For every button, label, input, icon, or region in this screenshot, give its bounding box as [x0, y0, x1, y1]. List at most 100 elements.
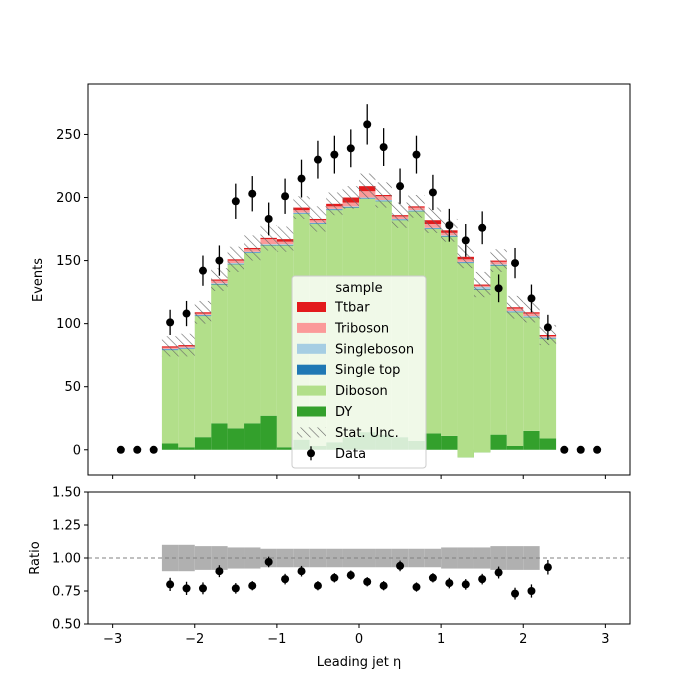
dy-bar	[211, 423, 228, 450]
diboson-bar	[244, 253, 261, 424]
dy-bar	[506, 445, 524, 450]
legend-swatch-stat-unc	[297, 427, 326, 438]
stat-unc-hatch	[408, 194, 425, 218]
ratio-point	[198, 584, 207, 593]
data-point	[231, 197, 240, 206]
stat-unc-hatch	[473, 271, 491, 298]
ratio-band-segment	[161, 544, 179, 572]
x-axis-ticks: −3 −2 −1 0 1 2 3	[103, 624, 610, 647]
data-point	[198, 266, 207, 275]
ratio-point	[478, 575, 487, 584]
diboson-bar	[211, 284, 228, 424]
diboson-bar	[194, 316, 212, 438]
diboson-bar	[490, 265, 507, 435]
stat-unc-hatch	[211, 268, 228, 291]
legend-swatch-triboson	[297, 322, 326, 333]
data-point	[313, 155, 322, 164]
ratio-point	[428, 573, 437, 582]
ratio-point	[248, 581, 257, 590]
x-tick-label: −3	[103, 632, 122, 647]
ratio-y-tick-label: 1.25	[52, 519, 81, 534]
legend-label-singleboson: Singleboson	[335, 342, 414, 357]
data-point	[281, 192, 290, 201]
data-point	[116, 445, 125, 454]
y-tick-label: 50	[64, 380, 81, 395]
legend-swatch-single-top	[297, 364, 326, 375]
diboson-bar	[161, 350, 179, 444]
x-tick-label: 2	[519, 632, 527, 647]
diboson-bar	[523, 317, 540, 431]
ratio-point	[363, 577, 372, 586]
data-point	[428, 188, 437, 197]
ratio-point	[264, 557, 273, 566]
legend-label-dy: DY	[335, 405, 352, 420]
data-point	[248, 189, 257, 198]
stat-unc-hatch	[424, 207, 442, 233]
diboson-bar	[276, 245, 294, 448]
data-point	[264, 214, 273, 223]
ratio-point	[511, 589, 520, 598]
y-axis-ticks: 0 50 100 150 200 250	[56, 128, 88, 458]
ratio-points	[166, 556, 552, 600]
diboson-bar	[178, 348, 195, 448]
dy-bar	[424, 433, 442, 450]
data-point	[396, 182, 405, 191]
ratio-y-tick-label: 0.50	[52, 618, 81, 633]
ratio-band-segment	[359, 548, 376, 568]
legend-label-data: Data	[335, 447, 366, 462]
ratio-point	[313, 581, 322, 590]
ratio-point	[182, 584, 191, 593]
y-axis-label: Events	[31, 258, 46, 302]
ratio-point	[412, 583, 421, 592]
stat-unc-hatch	[506, 295, 524, 319]
y-tick-label: 250	[56, 128, 81, 143]
y-tick-label: 100	[56, 317, 81, 332]
ratio-y-tick-label: 1.50	[52, 486, 81, 501]
ratio-band-segment	[441, 547, 458, 569]
stat-unc-hatch	[326, 192, 343, 216]
data-point	[297, 174, 306, 183]
ratio-y-axis-ticks: 0.50 0.75 1.00 1.25 1.50	[52, 486, 88, 633]
legend-swatch-ttbar	[297, 302, 326, 312]
dy-bar	[539, 438, 557, 450]
ratio-band-segment	[391, 548, 409, 568]
x-tick-label: 3	[601, 632, 609, 647]
stat-unc-hatch	[342, 186, 359, 209]
diboson-bar	[539, 338, 557, 439]
ratio-point	[396, 561, 405, 570]
legend-swatch-dy	[297, 406, 326, 417]
data-point	[346, 144, 355, 153]
diboson-bar	[473, 289, 491, 453]
data-point	[461, 236, 470, 245]
stat-unc-hatch	[293, 196, 310, 219]
x-axis-ticks-main	[112, 475, 606, 479]
dy-bar	[194, 437, 212, 450]
dy-bar	[441, 435, 458, 450]
data-point	[511, 259, 520, 268]
ratio-y-axis-label: Ratio	[28, 541, 43, 574]
ratio-point	[527, 587, 536, 595]
ratio-band-segment	[408, 548, 425, 568]
ratio-point	[297, 567, 306, 576]
legend-swatch-diboson	[297, 385, 326, 396]
ratio-point	[494, 568, 503, 577]
dy-bar	[490, 434, 507, 450]
ratio-point	[215, 567, 224, 576]
ratio-band-segment	[490, 546, 507, 570]
stat-unc-band	[161, 173, 557, 357]
legend-swatch-singleboson	[297, 343, 326, 354]
data-point	[133, 445, 142, 454]
ratio-point	[330, 573, 339, 582]
dy-bar	[260, 415, 277, 450]
stat-unc-hatch	[227, 246, 245, 272]
legend-label-single-top: Single top	[335, 363, 400, 378]
legend-swatch-data	[307, 449, 315, 458]
ratio-band-segment	[211, 546, 228, 570]
data-point	[412, 150, 421, 159]
x-tick-label: 1	[437, 632, 445, 647]
dy-bar	[523, 430, 540, 450]
legend-label-ttbar: Ttbar	[334, 301, 370, 316]
ratio-point	[346, 571, 355, 580]
dy-bar	[178, 447, 195, 450]
